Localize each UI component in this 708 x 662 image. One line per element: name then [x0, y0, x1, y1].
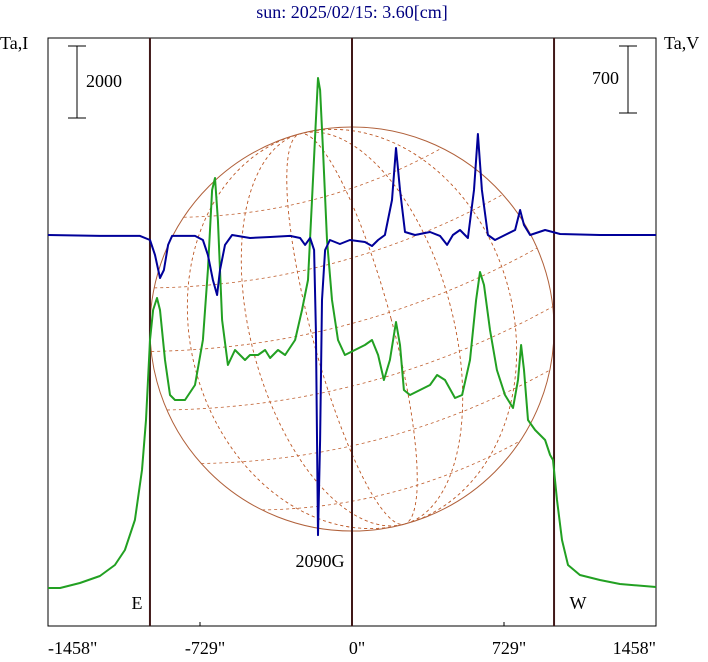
x-tick-label: 1458"	[613, 638, 656, 658]
y2-axis-label: Ta,V	[664, 33, 699, 53]
annotation: W	[570, 593, 587, 613]
v-scale-bar	[619, 45, 637, 114]
x-tick-label: 729"	[492, 638, 526, 658]
y-axis-label: Ta,I	[0, 33, 28, 53]
v-scale-label: 700	[592, 68, 619, 88]
parallel	[262, 440, 521, 511]
series-line	[47, 133, 656, 537]
parallel	[201, 369, 551, 464]
parallel	[154, 194, 503, 289]
parallel	[183, 147, 443, 218]
annotation: 2090G	[296, 551, 345, 571]
i-scale-bar	[68, 45, 86, 119]
i-scale-label: 2000	[86, 71, 122, 91]
parallel	[166, 306, 553, 411]
annotation: E	[132, 593, 143, 613]
series-line	[48, 77, 657, 589]
x-tick-label: 0"	[349, 638, 365, 658]
chart-title: sun: 2025/02/15: 3.60[cm]	[256, 2, 448, 22]
x-tick-label: -1458"	[48, 638, 97, 658]
x-tick-label: -729"	[185, 638, 225, 658]
parallel	[151, 247, 538, 352]
